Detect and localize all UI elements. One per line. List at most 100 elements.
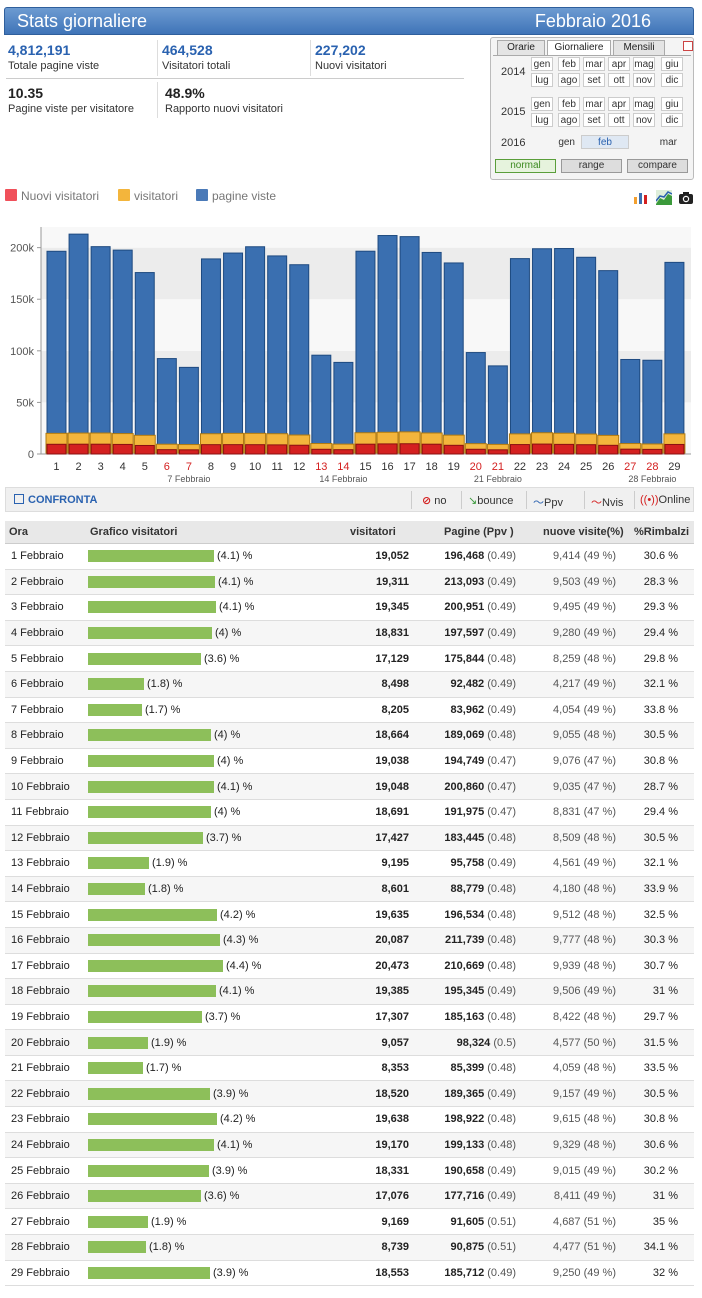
table-row[interactable]: 20 Febbraio (1.9) % 9,057 98,324 (0.5) 4… (5, 1030, 694, 1056)
table-row[interactable]: 15 Febbraio (4.2) % 19,635 196,534 (0.48… (5, 902, 694, 928)
compare-nvis[interactable]: 〜Nvis (591, 494, 623, 510)
calendar-icon[interactable] (683, 41, 693, 51)
bar-pageviews (355, 250, 376, 455)
compare-no[interactable]: ⊘ no (422, 494, 447, 507)
month-button[interactable]: dic (661, 73, 683, 87)
camera-icon[interactable] (678, 190, 694, 205)
cell-date: 8 Febbraio (11, 729, 64, 742)
tab-orarie[interactable]: Orarie (497, 40, 545, 55)
table-row[interactable]: 26 Febbraio (3.6) % 17,076 177,716 (0.49… (5, 1183, 694, 1210)
cell-visitors: 8,739 (381, 1241, 409, 1254)
month-button[interactable]: mag (633, 57, 655, 71)
table-row[interactable]: 27 Febbraio (1.9) % 9,169 91,605 (0.51) … (5, 1209, 694, 1236)
month-button[interactable]: set (583, 113, 605, 127)
tab-giornaliere[interactable]: Giornaliere (547, 40, 611, 55)
month-button[interactable]: nov (633, 113, 655, 127)
table-row[interactable]: 19 Febbraio (3.7) % 17,307 185,163 (0.48… (5, 1005, 694, 1031)
col-ora[interactable]: Ora (9, 526, 28, 538)
table-row[interactable]: 21 Febbraio (1.7) % 8,353 85,399 (0.48) … (5, 1056, 694, 1082)
bar-pageviews (223, 252, 244, 455)
month-button[interactable]: gen (531, 57, 553, 71)
table-row[interactable]: 29 Febbraio (3.9) % 18,553 185,712 (0.49… (5, 1261, 694, 1287)
table-row[interactable]: 2 Febbraio (4.1) % 19,311 213,093 (0.49)… (5, 569, 694, 596)
month-button[interactable]: giu (661, 97, 683, 111)
table-row[interactable]: 10 Febbraio (4.1) % 19,048 200,860 (0.47… (5, 774, 694, 800)
month-button[interactable]: apr (608, 57, 630, 71)
stat-label: Pagine viste per visitatore (8, 103, 134, 115)
col-rimbalzi[interactable]: %Rimbalzi (634, 526, 690, 538)
month-button[interactable]: ago (558, 73, 580, 87)
month-button[interactable]: mar (583, 97, 605, 111)
table-row[interactable]: 8 Febbraio (4) % 18,664 189,069 (0.48) 9… (5, 723, 694, 749)
compare-ppv[interactable]: 〜Ppv (533, 494, 563, 510)
table-row[interactable]: 11 Febbraio (4) % 18,691 191,975 (0.47) … (5, 800, 694, 826)
month-button[interactable]: ott (608, 73, 630, 87)
compare-bounce[interactable]: ↘bounce (468, 494, 513, 507)
cell-visitors: 17,307 (375, 1010, 409, 1023)
table-row[interactable]: 3 Febbraio (4.1) % 19,345 200,951 (0.49)… (5, 595, 694, 621)
compare-icon (14, 494, 24, 504)
col-visitatori[interactable]: visitatori (350, 526, 396, 538)
col-pagine[interactable]: Pagine (Ppv ) (444, 526, 514, 538)
month-button[interactable]: lug (531, 113, 553, 127)
month-button[interactable]: giu (661, 57, 683, 71)
bar-new-visitors (112, 443, 133, 455)
month-button[interactable]: gen (558, 137, 575, 148)
table-row[interactable]: 18 Febbraio (4.1) % 19,385 195,345 (0.49… (5, 979, 694, 1005)
area-chart-icon[interactable] (656, 190, 672, 205)
table-row[interactable]: 4 Febbraio (4) % 18,831 197,597 (0.49) 9… (5, 620, 694, 647)
table-row[interactable]: 13 Febbraio (1.9) % 9,195 95,758 (0.49) … (5, 851, 694, 877)
table-row[interactable]: 7 Febbraio (1.7) % 8,205 83,962 (0.49) 4… (5, 698, 694, 724)
mode-compare-button[interactable]: compare (627, 159, 688, 173)
mode-range-button[interactable]: range (561, 159, 622, 173)
cell-pages: 211,739 (0.48) (445, 928, 516, 953)
table-row[interactable]: 14 Febbraio (1.8) % 8,601 88,779 (0.48) … (5, 876, 694, 903)
month-button[interactable]: gen (531, 97, 553, 111)
month-button[interactable]: mar (659, 137, 677, 148)
table-row[interactable]: 22 Febbraio (3.9) % 18,520 189,365 (0.49… (5, 1081, 694, 1108)
month-button[interactable]: feb (558, 57, 580, 71)
cell-visitors: 18,553 (375, 1266, 409, 1279)
table-row[interactable]: 9 Febbraio (4) % 19,038 194,749 (0.47) 9… (5, 749, 694, 775)
cell-pages: 189,069 (0.48) (444, 723, 516, 748)
compare-online[interactable]: ((•))Online (640, 494, 690, 506)
table-row[interactable]: 5 Febbraio (3.6) % 17,129 175,844 (0.48)… (5, 646, 694, 672)
table-row[interactable]: 28 Febbraio (1.8) % 8,739 90,875 (0.51) … (5, 1235, 694, 1261)
table-row[interactable]: 6 Febbraio (1.8) % 8,498 92,482 (0.49) 4… (5, 671, 694, 698)
month-button[interactable]: ott (608, 113, 630, 127)
table-row[interactable]: 16 Febbraio (4.3) % 20,087 211,739 (0.48… (5, 927, 694, 954)
ppv-value: (0.49) (487, 678, 516, 691)
legend-visitors[interactable]: visitatori (118, 189, 178, 203)
cell-new-visits: 9,503 (49 %) (553, 575, 616, 588)
bar-chart-icon[interactable] (633, 190, 649, 205)
table-row[interactable]: 25 Febbraio (3.9) % 18,331 190,658 (0.49… (5, 1158, 694, 1184)
cell-pages: 198,922 (0.48) (444, 1107, 516, 1132)
cell-date: 14 Febbraio (11, 883, 70, 896)
table-row[interactable]: 17 Febbraio (4.4) % 20,473 210,669 (0.48… (5, 954, 694, 980)
cell-graph: (1.9) % (88, 851, 187, 876)
bar-pageviews (156, 358, 177, 455)
col-nuove-visite[interactable]: nuove visite(%) (543, 526, 624, 538)
cell-percent: (3.6) % (204, 652, 240, 665)
month-button[interactable]: apr (608, 97, 630, 111)
table-row[interactable]: 1 Febbraio (4.1) % 19,052 196,468 (0.49)… (5, 544, 694, 570)
month-button[interactable]: mag (633, 97, 655, 111)
legend-new-visitors[interactable]: Nuovi visitatori (5, 189, 99, 203)
month-button[interactable]: feb (558, 97, 580, 111)
cell-new-visits: 4,577 (50 %) (553, 1036, 616, 1049)
table-row[interactable]: 12 Febbraio (3.7) % 17,427 183,445 (0.48… (5, 825, 694, 852)
month-button[interactable]: mar (583, 57, 605, 71)
month-button[interactable]: lug (531, 73, 553, 87)
tab-mensili[interactable]: Mensili (613, 40, 665, 55)
legend-pageviews[interactable]: pagine viste (196, 189, 276, 203)
month-button[interactable]: set (583, 73, 605, 87)
month-button[interactable]: nov (633, 73, 655, 87)
pages-value: 200,860 (444, 780, 485, 793)
mode-normal-button[interactable]: normal (495, 159, 556, 173)
month-button-selected[interactable]: feb (581, 135, 629, 149)
month-button[interactable]: dic (661, 113, 683, 127)
month-button[interactable]: ago (558, 113, 580, 127)
table-row[interactable]: 23 Febbraio (4.2) % 19,638 198,922 (0.48… (5, 1107, 694, 1133)
table-row[interactable]: 24 Febbraio (4.1) % 19,170 199,133 (0.48… (5, 1132, 694, 1159)
compare-button[interactable]: CONFRONTA (14, 494, 97, 506)
